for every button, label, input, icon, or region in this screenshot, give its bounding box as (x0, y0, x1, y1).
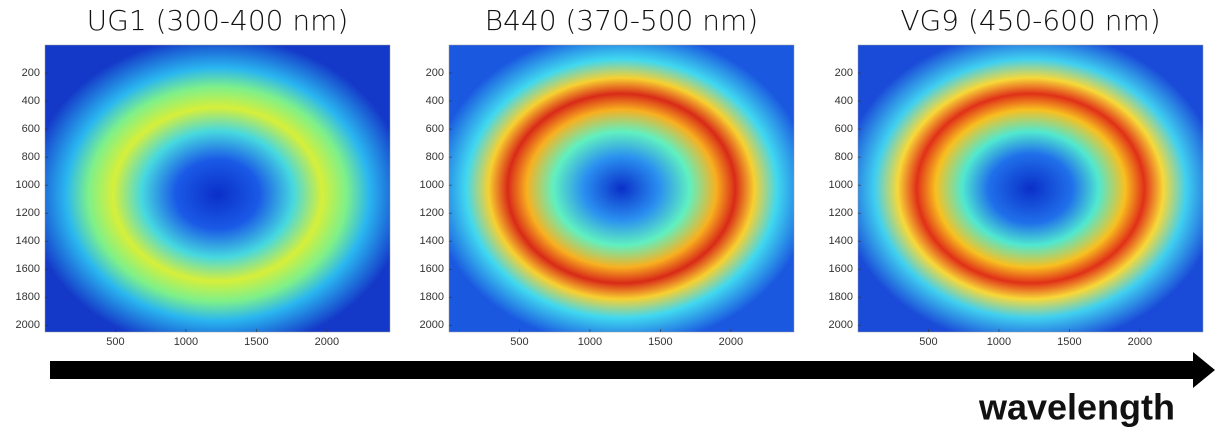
heatmap-image (858, 45, 1203, 332)
y-tick-label: 2000 (420, 319, 444, 331)
x-tick-label: 2000 (315, 336, 339, 348)
y-tick-label: 1000 (829, 179, 853, 191)
y-tick-label: 400 (22, 95, 40, 107)
y-tick-label: 1800 (16, 291, 40, 303)
y-tick-label: 800 (426, 151, 444, 163)
plot-frame (448, 44, 795, 333)
x-tick-label: 2000 (719, 336, 743, 348)
x-tick-label: 500 (510, 336, 528, 348)
arrow-head (1193, 352, 1215, 388)
x-tick-label: 1500 (648, 336, 672, 348)
y-tick-label: 1600 (829, 263, 853, 275)
y-tick-label: 1800 (420, 291, 444, 303)
x-tick-label: 500 (919, 336, 937, 348)
y-tick-label: 1000 (420, 179, 444, 191)
y-tick-label: 200 (426, 67, 444, 79)
y-tick-label: 1000 (16, 179, 40, 191)
x-tick-label: 1500 (244, 336, 268, 348)
plot-frame (44, 44, 391, 333)
panel-title: B440 (370-500 nm) (485, 4, 758, 37)
x-tick-label: 500 (106, 336, 124, 348)
panel-title: VG9 (450-600 nm) (900, 4, 1160, 37)
y-tick-label: 1200 (829, 207, 853, 219)
y-tick-label: 1400 (829, 235, 853, 247)
x-tick-label: 1000 (578, 336, 602, 348)
heatmap-image (449, 45, 794, 332)
arrow-label: wavelength (978, 387, 1175, 428)
y-tick-label: 2000 (16, 319, 40, 331)
x-tick-label: 1000 (174, 336, 198, 348)
y-tick-label: 600 (22, 123, 40, 135)
y-tick-label: 200 (22, 67, 40, 79)
y-tick-label: 1200 (420, 207, 444, 219)
y-tick-label: 600 (835, 123, 853, 135)
heatmap-image (45, 45, 390, 332)
y-tick-label: 200 (835, 67, 853, 79)
x-tick-label: 1000 (987, 336, 1011, 348)
y-tick-label: 800 (22, 151, 40, 163)
y-tick-label: 1400 (420, 235, 444, 247)
y-tick-label: 400 (426, 95, 444, 107)
y-tick-label: 1200 (16, 207, 40, 219)
y-tick-label: 1400 (16, 235, 40, 247)
y-tick-label: 1800 (829, 291, 853, 303)
y-tick-label: 2000 (829, 319, 853, 331)
y-tick-label: 800 (835, 151, 853, 163)
arrow-shaft (50, 361, 1195, 379)
plot-frame (857, 44, 1204, 333)
panel-title: UG1 (300-400 nm) (87, 4, 349, 37)
y-tick-label: 400 (835, 95, 853, 107)
x-tick-label: 2000 (1128, 336, 1152, 348)
y-tick-label: 1600 (420, 263, 444, 275)
y-tick-label: 600 (426, 123, 444, 135)
x-tick-label: 1500 (1057, 336, 1081, 348)
y-tick-label: 1600 (16, 263, 40, 275)
